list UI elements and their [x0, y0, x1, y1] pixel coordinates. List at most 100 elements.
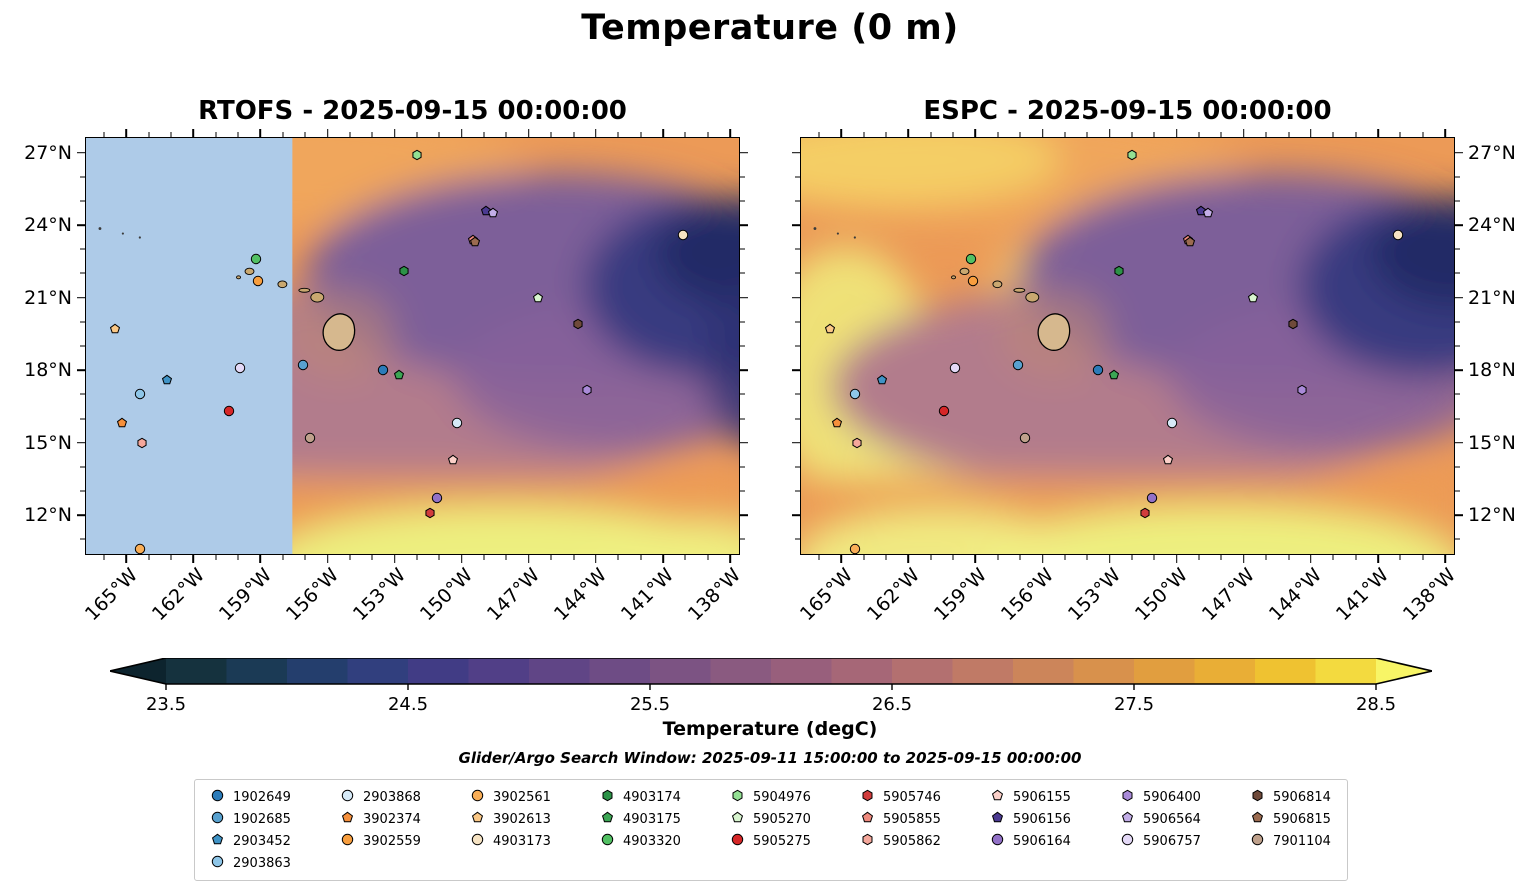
float-marker-4903173	[1392, 229, 1404, 241]
legend-float-id: 5906155	[1013, 789, 1071, 805]
panel-espc: ESPC - 2025-09-15 00:00:00 165°W 162°W 159…	[792, 96, 1516, 625]
float-marker-3902613	[109, 323, 121, 335]
y-major-tick	[77, 369, 85, 371]
legend-item: 5905270	[731, 810, 811, 828]
x-major-tick	[125, 129, 128, 137]
legend-circle-marker-icon	[601, 833, 614, 850]
y-minor-tick	[740, 200, 745, 202]
legend-circle-marker-icon	[471, 833, 484, 850]
legend-pentagon-marker-icon	[471, 811, 484, 828]
x-minor-tick	[1064, 132, 1066, 137]
legend-float-id: 5906815	[1273, 811, 1331, 827]
x-tick-label: 147°W	[483, 564, 545, 626]
float-marker-5905270	[1247, 292, 1259, 304]
colorbar-label: Temperature (degC)	[662, 718, 878, 740]
x-minor-tick	[885, 555, 887, 560]
float-marker-5905862	[851, 437, 863, 449]
x-minor-tick	[1265, 132, 1267, 137]
legend-item: 5906400	[1121, 788, 1201, 806]
legend-item: 7901104	[1251, 832, 1331, 850]
x-major-tick	[1108, 555, 1111, 563]
legend-column: 3902561 3902613 4903173	[471, 788, 551, 872]
x-tick-label: 156°W	[281, 564, 344, 626]
y-minor-tick	[1455, 538, 1460, 540]
x-minor-tick	[1019, 555, 1021, 560]
x-major-tick	[1041, 129, 1044, 137]
legend-pentagon-marker-icon	[991, 789, 1004, 806]
float-marker-4903174	[1113, 265, 1125, 277]
legend-float-id: 4903175	[623, 811, 681, 827]
x-minor-tick	[1399, 132, 1401, 137]
y-minor-tick	[80, 345, 85, 347]
legend-float-id: 4903173	[493, 833, 551, 849]
x-major-tick	[907, 129, 910, 137]
x-major-tick	[393, 555, 396, 563]
x-minor-tick	[416, 555, 418, 560]
legend-float-id: 5905270	[753, 811, 811, 827]
x-major-tick	[460, 555, 463, 563]
legend-float-id: 5906814	[1273, 789, 1331, 805]
y-minor-tick	[1455, 176, 1460, 178]
legend-pentagon-marker-icon	[211, 833, 224, 850]
x-minor-tick	[1086, 132, 1088, 137]
legend-float-id: 3902561	[493, 789, 551, 805]
x-major-tick	[1108, 129, 1111, 137]
legend-item: 5906815	[1251, 810, 1331, 828]
y-tick-label: 18°N	[24, 359, 72, 382]
y-minor-tick	[740, 321, 745, 323]
legend-float-id: 4903174	[623, 789, 681, 805]
x-minor-tick	[617, 132, 619, 137]
float-marker-2903863	[134, 388, 146, 400]
x-minor-tick	[505, 555, 507, 560]
legend-circle-marker-icon	[991, 833, 1004, 850]
float-marker-4903175	[1108, 369, 1120, 381]
x-tick-label: 141°W	[617, 564, 679, 626]
x-minor-tick	[1198, 132, 1200, 137]
legend-float-id: 5905746	[883, 789, 941, 805]
legend-circle-marker-icon	[341, 833, 354, 850]
y-minor-tick	[80, 248, 85, 250]
x-minor-tick	[215, 555, 217, 560]
x-minor-tick	[1086, 555, 1088, 560]
float-marker-5906815	[469, 236, 481, 248]
float-marker-5904976	[1126, 149, 1138, 161]
x-major-tick	[840, 555, 843, 563]
x-minor-tick	[707, 132, 709, 137]
x-minor-tick	[148, 132, 150, 137]
legend-pentagon-marker-icon	[601, 811, 614, 828]
y-minor-tick	[1455, 418, 1460, 420]
x-minor-tick	[707, 555, 709, 560]
y-tick-label: 21°N	[1468, 286, 1516, 309]
x-major-tick	[259, 129, 262, 137]
y-minor-tick	[80, 466, 85, 468]
x-minor-tick	[997, 132, 999, 137]
x-minor-tick	[349, 555, 351, 560]
y-minor-tick	[795, 538, 800, 540]
float-marker-7901104	[304, 432, 316, 444]
x-tick-label: 150°W	[416, 564, 478, 626]
x-minor-tick	[885, 132, 887, 137]
y-major-tick	[1455, 296, 1463, 299]
x-minor-tick	[237, 132, 239, 137]
x-minor-tick	[952, 555, 954, 560]
float-marker-5905862	[136, 437, 148, 449]
x-minor-tick	[818, 132, 820, 137]
x-minor-tick	[349, 132, 351, 137]
legend-column: 5906400 5906564 5906757	[1121, 788, 1201, 872]
y-minor-tick	[740, 345, 745, 347]
float-marker-7901104	[1019, 432, 1031, 444]
float-marker-3902559	[252, 275, 264, 287]
legend-item: 5906156	[991, 810, 1071, 828]
y-minor-tick	[80, 176, 85, 178]
espc-map: 165°W 162°W 159°W 156°W 153°W 150°W 147°W 144°W…	[792, 129, 1516, 625]
y-minor-tick	[795, 466, 800, 468]
colorbar-tick-label: 27.5	[1113, 694, 1155, 715]
y-major-tick	[740, 151, 748, 154]
float-marker-5906164	[1146, 492, 1158, 504]
y-tick-label: 24°N	[24, 214, 72, 237]
x-major-tick	[729, 129, 731, 137]
x-major-tick	[259, 555, 262, 563]
x-minor-tick	[573, 555, 574, 560]
y-major-tick	[740, 441, 748, 444]
y-tick-label: 27°N	[24, 141, 72, 164]
